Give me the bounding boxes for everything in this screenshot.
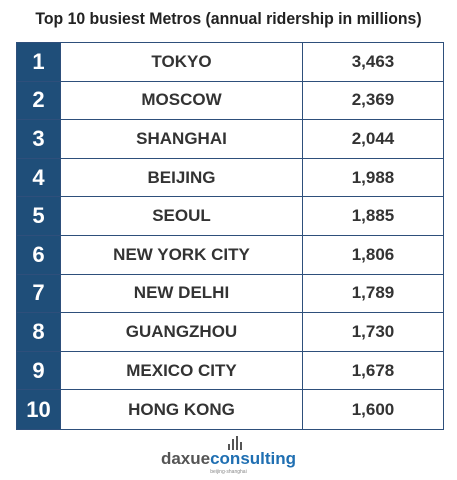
table-row: 5 SEOUL 1,885 — [17, 197, 443, 236]
logo-wordmark: daxueconsulting — [0, 449, 457, 469]
table-row: 9 MEXICO CITY 1,678 — [17, 351, 443, 391]
ridership-table: 1 TOKYO 3,463 2 MOSCOW 2,369 3 SHANGHAI 2,044 4 BE… — [16, 42, 444, 430]
logo-tagline: beijing·shanghai — [210, 469, 247, 475]
logo-text-daxue: daxue — [160, 449, 211, 468]
city-cell: GUANGZHOU — [61, 313, 303, 351]
rank-cell: 4 — [17, 158, 61, 197]
rank-cell: 2 — [17, 81, 61, 120]
city-cell: MEXICO CITY — [61, 351, 303, 390]
city-cell: HONG KONG — [61, 390, 303, 429]
city-cell: SHANGHAI — [61, 120, 303, 158]
table-row: 4 BEIJING 1,988 — [17, 158, 443, 198]
ridership-value-cell: 1,678 — [351, 360, 395, 380]
ridership-value-cell: 1,600 — [351, 399, 395, 419]
city-cell: NEW YORK CITY — [61, 235, 303, 274]
ridership-value-cell: 1,885 — [351, 206, 395, 226]
chart-title: Top 10 busiest Metros (annual ridership … — [35, 9, 422, 28]
table-row: 10 HONG KONG 1,600 — [17, 390, 443, 429]
ridership-value-cell: 2,044 — [351, 128, 395, 148]
city-cell: NEW DELHI — [61, 274, 303, 313]
rank-cell: 3 — [17, 120, 61, 158]
table-row: 6 NEW YORK CITY 1,806 — [17, 235, 443, 275]
rank-cell: 8 — [17, 313, 61, 351]
table-row: 1 TOKYO 3,463 — [17, 43, 443, 82]
city-cell: BEIJING — [61, 158, 303, 197]
ridership-value-cell: 1,730 — [351, 321, 395, 341]
rank-cell: 6 — [17, 235, 61, 274]
bar-chart-icon — [228, 436, 244, 450]
ridership-value-cell: 1,789 — [351, 283, 395, 303]
rank-cell: 1 — [17, 43, 61, 81]
logo-text-consulting: consulting — [210, 449, 297, 468]
table-row: 7 NEW DELHI 1,789 — [17, 274, 443, 314]
ridership-value-cell: 1,806 — [351, 244, 395, 264]
table-row: 8 GUANGZHOU 1,730 — [17, 313, 443, 352]
city-cell: SEOUL — [61, 197, 303, 235]
ridership-value-cell: 3,463 — [351, 51, 395, 71]
ridership-value-cell: 1,988 — [351, 167, 395, 187]
rank-cell: 9 — [17, 351, 61, 390]
rank-cell: 5 — [17, 197, 61, 235]
city-cell: MOSCOW — [61, 81, 303, 120]
daxue-consulting-logo: daxueconsulting beijing·shanghai — [0, 436, 457, 475]
table-row: 2 MOSCOW 2,369 — [17, 81, 443, 121]
ridership-value-cell: 2,369 — [351, 90, 395, 110]
rank-cell: 10 — [17, 390, 61, 429]
table-row: 3 SHANGHAI 2,044 — [17, 120, 443, 159]
city-cell: TOKYO — [61, 43, 303, 81]
rank-cell: 7 — [17, 274, 61, 313]
